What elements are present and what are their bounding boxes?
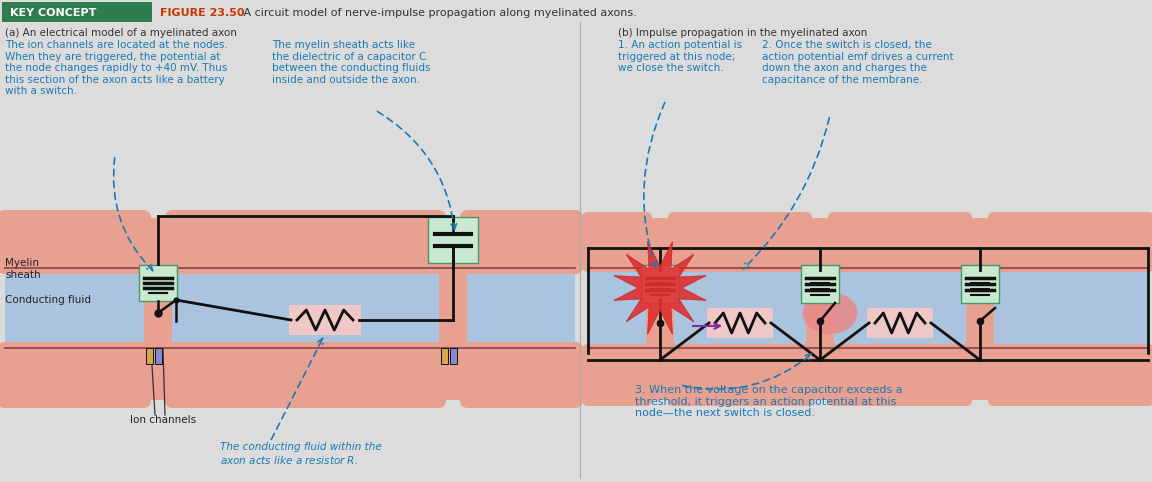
FancyBboxPatch shape bbox=[867, 308, 933, 338]
Text: Myelin
sheath: Myelin sheath bbox=[5, 258, 40, 280]
FancyBboxPatch shape bbox=[988, 212, 1152, 272]
FancyBboxPatch shape bbox=[0, 342, 151, 408]
FancyBboxPatch shape bbox=[582, 344, 652, 406]
Bar bbox=[967, 267, 994, 349]
Text: KEY CONCEPT: KEY CONCEPT bbox=[10, 8, 97, 18]
Text: A circuit model of nerve-impulse propagation along myelinated axons.: A circuit model of nerve-impulse propaga… bbox=[240, 8, 637, 18]
FancyBboxPatch shape bbox=[668, 344, 812, 406]
FancyBboxPatch shape bbox=[0, 210, 151, 274]
Bar bbox=[646, 267, 674, 349]
Bar bbox=[439, 267, 467, 349]
Text: 1. An action potential is
triggered at this node;
we close the switch.: 1. An action potential is triggered at t… bbox=[617, 40, 742, 73]
FancyBboxPatch shape bbox=[668, 212, 812, 272]
Text: 2. Once the switch is closed, the
action potential emf drives a current
down the: 2. Once the switch is closed, the action… bbox=[761, 40, 954, 85]
FancyBboxPatch shape bbox=[828, 344, 972, 406]
Text: (b) Impulse propagation in the myelinated axon: (b) Impulse propagation in the myelinate… bbox=[617, 28, 867, 38]
Text: The ion channels are located at the nodes.
When they are triggered, the potentia: The ion channels are located at the node… bbox=[5, 40, 228, 96]
Text: Ion channels: Ion channels bbox=[130, 415, 196, 425]
Bar bbox=[806, 267, 834, 349]
Bar bbox=[5, 218, 575, 400]
Bar bbox=[144, 267, 172, 349]
Text: 3. When the voltage on the capacitor exceeds a
threshold, it triggers an action : 3. When the voltage on the capacitor exc… bbox=[635, 385, 903, 418]
Text: FIGURE 23.50: FIGURE 23.50 bbox=[160, 8, 244, 18]
Polygon shape bbox=[614, 241, 706, 335]
FancyBboxPatch shape bbox=[165, 210, 446, 274]
Bar bbox=[588, 268, 1149, 348]
Bar bbox=[156, 348, 162, 364]
FancyBboxPatch shape bbox=[801, 265, 839, 303]
Bar bbox=[146, 348, 153, 364]
FancyBboxPatch shape bbox=[460, 342, 583, 408]
FancyBboxPatch shape bbox=[289, 305, 361, 335]
Bar bbox=[5, 268, 575, 348]
FancyBboxPatch shape bbox=[828, 212, 972, 272]
Text: The conducting fluid within the
axon acts like a resistor $R$.: The conducting fluid within the axon act… bbox=[220, 442, 381, 466]
FancyBboxPatch shape bbox=[429, 217, 478, 263]
Text: The myelin sheath acts like
the dielectric of a capacitor C
between the conducti: The myelin sheath acts like the dielectr… bbox=[272, 40, 431, 85]
FancyBboxPatch shape bbox=[165, 342, 446, 408]
FancyBboxPatch shape bbox=[641, 265, 679, 303]
FancyBboxPatch shape bbox=[139, 265, 177, 301]
Bar bbox=[441, 348, 448, 364]
Text: (a) An electrical model of a myelinated axon: (a) An electrical model of a myelinated … bbox=[5, 28, 237, 38]
Text: Conducting fluid: Conducting fluid bbox=[5, 295, 91, 305]
FancyBboxPatch shape bbox=[707, 308, 773, 338]
Bar bbox=[588, 218, 1149, 400]
Bar bbox=[2, 2, 152, 22]
FancyBboxPatch shape bbox=[961, 265, 999, 303]
FancyBboxPatch shape bbox=[988, 344, 1152, 406]
FancyBboxPatch shape bbox=[460, 210, 583, 274]
FancyBboxPatch shape bbox=[582, 212, 652, 272]
Ellipse shape bbox=[803, 292, 857, 334]
Bar bbox=[450, 348, 457, 364]
